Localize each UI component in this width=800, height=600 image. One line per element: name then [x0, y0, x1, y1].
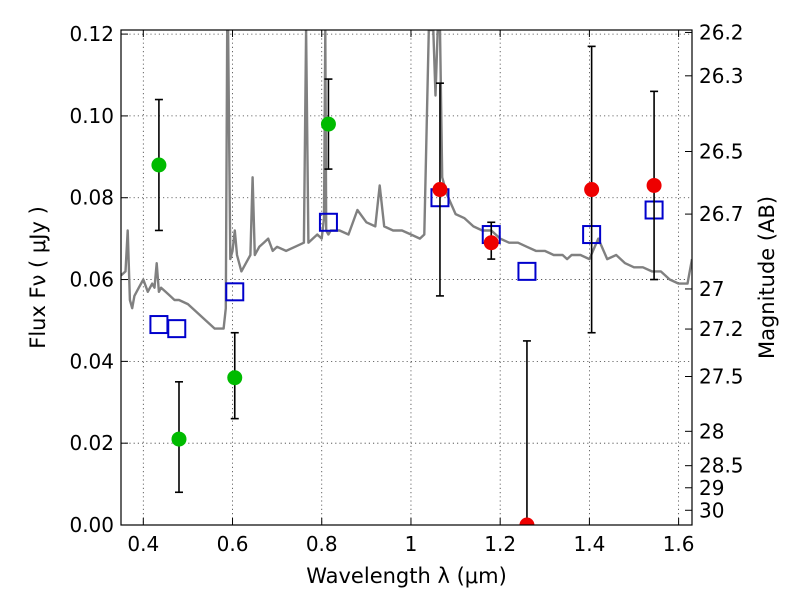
- observed-point: [519, 517, 535, 525]
- model-sed-line: [121, 30, 692, 330]
- axes-frame: [120, 29, 693, 526]
- observed-point: [432, 182, 448, 198]
- right-tick-label: 28.5: [699, 454, 744, 478]
- y-tick-label: 0.02: [69, 431, 114, 455]
- grid: [121, 30, 692, 526]
- right-tick-label: 27.5: [699, 365, 744, 389]
- y-tick-label: 0.12: [69, 22, 114, 46]
- observed-point: [646, 177, 662, 193]
- x-tick-label: 0.4: [127, 532, 159, 556]
- x-tick-label: 1.2: [484, 532, 516, 556]
- x-tick-label: 0.6: [217, 532, 249, 556]
- x-tick-label: 0.8: [306, 532, 338, 556]
- observed-point: [483, 235, 499, 251]
- x-tick-label: 1.4: [573, 532, 605, 556]
- observed-point: [320, 116, 336, 132]
- model-photometry-square: [318, 212, 338, 232]
- y-tick-label: 0.06: [69, 268, 114, 292]
- y-tick-label: 0.10: [69, 104, 114, 128]
- plot-area: [121, 30, 692, 525]
- ticks: 0.4 0.6 0.8 1 1.2 1.4 1.6 0.00 0.02 0.04 0.06 0.08 0…: [69, 20, 743, 556]
- right-tick-label: 26.3: [699, 64, 744, 88]
- y-axis-label: Flux Fν ( μJy ): [26, 206, 50, 349]
- x-axis-label: Wavelength λ (μm): [306, 564, 507, 588]
- right-tick-label: 26.2: [699, 20, 744, 44]
- y-tick-label: 0.08: [69, 186, 114, 210]
- x-tick-label: 1: [405, 532, 418, 556]
- right-tick-label: 27: [699, 277, 724, 301]
- right-axis-label: Magnitude (AB): [755, 196, 779, 359]
- model-photometry-square: [225, 282, 245, 302]
- right-tick-label: 28: [699, 419, 724, 443]
- observed-point: [171, 431, 187, 447]
- observed-point: [227, 370, 243, 386]
- model-photometry-square: [517, 261, 537, 281]
- y-tick-label: 0.04: [69, 349, 114, 373]
- right-tick-label: 26.5: [699, 140, 744, 164]
- y-tick-label: 0.00: [69, 513, 114, 537]
- right-tick-label: 30: [699, 498, 724, 522]
- right-tick-label: 29: [699, 476, 724, 500]
- model-photometry-square: [167, 319, 187, 339]
- right-tick-label: 27.2: [699, 317, 744, 341]
- observed-point: [584, 182, 600, 198]
- model-photometry-square: [149, 315, 169, 335]
- right-tick-label: 26.7: [699, 202, 744, 226]
- x-tick-label: 1.6: [663, 532, 695, 556]
- observed-point: [151, 157, 167, 173]
